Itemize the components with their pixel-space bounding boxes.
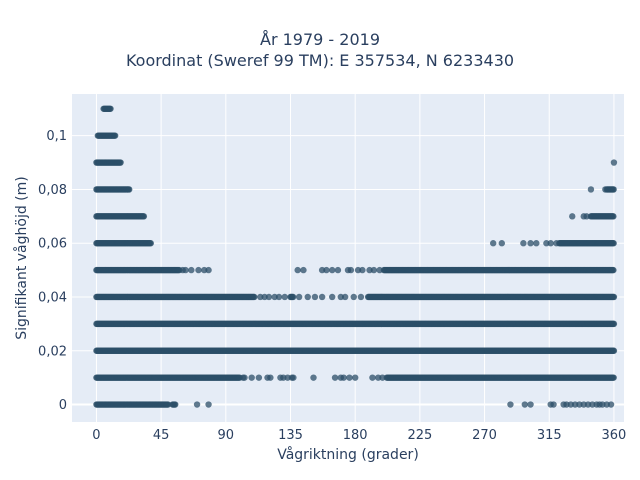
data-point: [547, 240, 554, 247]
data-point: [359, 266, 366, 274]
x-tick-labels: 0 45 90 135 180 225 270 315 360: [92, 428, 626, 443]
x-tick-label: 0: [92, 428, 100, 443]
data-point: [610, 186, 617, 193]
data-point: [289, 293, 297, 301]
plot-area: [72, 94, 624, 422]
data-point: [376, 266, 383, 274]
data-point: [304, 293, 311, 301]
data-point: [205, 401, 212, 408]
x-tick-label: 90: [218, 428, 235, 443]
y-tick-label: 0: [59, 398, 67, 413]
data-point: [583, 213, 590, 220]
data-point: [607, 401, 615, 408]
data-point: [147, 240, 154, 247]
data-point: [275, 293, 283, 301]
data-point: [610, 347, 618, 354]
chart-subtitle: Koordinat (Sweref 99 TM): E 357534, N 62…: [125, 51, 515, 70]
data-point: [111, 132, 119, 139]
data-point: [521, 401, 529, 408]
data-point: [205, 266, 212, 274]
data-point: [610, 266, 617, 274]
data-point: [295, 293, 303, 301]
data-point: [553, 240, 560, 247]
data-point: [347, 266, 355, 274]
data-point: [587, 186, 595, 193]
data-point: [300, 266, 307, 274]
data-point: [311, 293, 319, 301]
data-point: [164, 401, 172, 408]
data-point: [193, 401, 201, 408]
data-point: [610, 293, 618, 301]
x-tick-label: 360: [602, 428, 627, 443]
data-point: [328, 293, 336, 301]
x-tick-label: 315: [537, 428, 562, 443]
y-tick-label: 0,02: [38, 344, 67, 359]
data-point: [248, 374, 255, 381]
x-tick-label: 135: [278, 428, 303, 443]
data-point: [550, 401, 557, 408]
y-axis-label: Signifikant våghöjd (m): [14, 176, 30, 340]
data-point: [294, 266, 301, 274]
data-point: [107, 105, 114, 112]
data-point: [350, 293, 357, 301]
data-point: [182, 266, 189, 274]
data-point: [610, 320, 618, 328]
data-point: [610, 159, 618, 166]
data-point: [610, 213, 617, 220]
data-points: [93, 105, 618, 408]
y-tick-label: 0,06: [38, 237, 67, 252]
x-tick-label: 225: [407, 428, 432, 443]
chart-title: År 1979 - 2019: [260, 30, 380, 49]
data-point: [310, 374, 317, 381]
data-point: [507, 401, 514, 408]
data-point: [241, 374, 248, 381]
data-point: [610, 374, 617, 381]
data-point: [117, 159, 124, 166]
data-point: [527, 401, 534, 408]
data-point: [610, 240, 617, 247]
data-point: [489, 240, 497, 247]
x-tick-label: 180: [343, 428, 368, 443]
data-point: [265, 293, 273, 301]
data-point: [369, 374, 376, 381]
data-point: [334, 266, 342, 274]
data-point: [351, 374, 359, 381]
data-point: [281, 293, 288, 301]
data-point: [498, 240, 506, 247]
data-point: [140, 213, 148, 220]
data-point: [569, 213, 576, 220]
data-point: [370, 266, 378, 274]
data-point: [520, 240, 527, 247]
y-tick-label: 0,04: [38, 290, 67, 305]
data-point: [188, 266, 195, 274]
y-tick-label: 0,1: [46, 129, 67, 144]
data-point: [602, 186, 609, 193]
data-point: [527, 240, 534, 247]
data-point: [346, 374, 353, 381]
data-point: [357, 293, 365, 301]
data-point: [267, 374, 274, 381]
data-point: [323, 266, 330, 274]
data-point: [172, 401, 179, 408]
data-point: [533, 240, 540, 247]
data-point: [251, 293, 258, 301]
data-point: [255, 374, 263, 381]
x-tick-label: 270: [472, 428, 497, 443]
data-point: [290, 374, 297, 381]
data-point: [328, 266, 336, 274]
x-axis-label: Vågriktning (grader): [277, 447, 419, 463]
data-point: [341, 293, 349, 301]
data-point: [126, 186, 133, 193]
data-point: [195, 266, 202, 274]
data-point: [331, 374, 339, 381]
data-point: [340, 374, 347, 381]
x-tick-label: 45: [153, 428, 170, 443]
data-point: [318, 293, 326, 301]
data-point: [379, 374, 386, 381]
y-tick-labels: 0 0,02 0,04 0,06 0,08 0,1: [38, 129, 67, 413]
y-tick-label: 0,08: [38, 183, 67, 198]
